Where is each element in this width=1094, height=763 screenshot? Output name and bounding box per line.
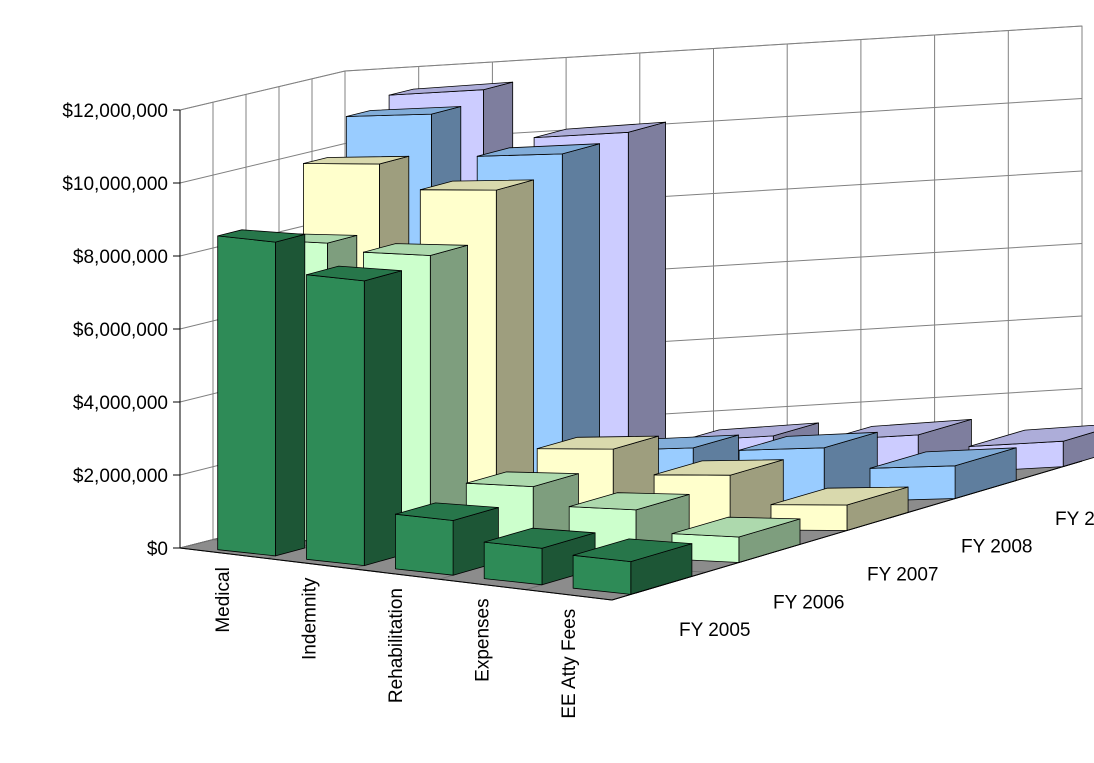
category-label: Indemnity	[300, 577, 321, 660]
bar-4-0	[572, 538, 693, 595]
series-label: FY 2007	[867, 565, 938, 586]
bar-0-0	[217, 229, 306, 557]
series-label: FY 2008	[961, 537, 1032, 558]
category-label: Medical	[213, 567, 234, 632]
y-axis-tick-labels: $0 $2,000,000 $4,000,000 $6,000,000 $8,000,0…	[62, 101, 181, 560]
y-tick-label: $12,000,000	[62, 101, 168, 122]
series-axis-line	[611, 460, 1083, 601]
category-axis-labels: Medical Indemnity Rehabilitation Expenses EE…	[179, 547, 613, 719]
category-label: Expenses	[472, 598, 493, 681]
category-label: Rehabilitation	[386, 588, 407, 703]
series-label: FY 2006	[773, 592, 844, 613]
bar-2-0	[394, 502, 499, 576]
y-tick-label: $10,000,000	[62, 174, 168, 195]
category-label: EE Atty Fees	[559, 609, 580, 719]
bar-4-2	[770, 486, 909, 531]
y-tick-label: $8,000,000	[73, 247, 168, 268]
bars	[217, 81, 1094, 595]
category-axis-line	[179, 547, 613, 601]
y-tick-label: $0	[147, 539, 168, 560]
y-tick-label: $2,000,000	[73, 466, 168, 487]
series-label: FY 2005	[679, 620, 750, 641]
series-axis-labels: FY 2005 FY 2006 FY 2007 FY 2008 FY 2009	[611, 460, 1094, 641]
series-label: FY 2009	[1055, 509, 1094, 530]
y-tick-label: $4,000,000	[73, 393, 168, 414]
bar-1-0	[306, 265, 403, 566]
y-tick-label: $6,000,000	[73, 320, 168, 341]
